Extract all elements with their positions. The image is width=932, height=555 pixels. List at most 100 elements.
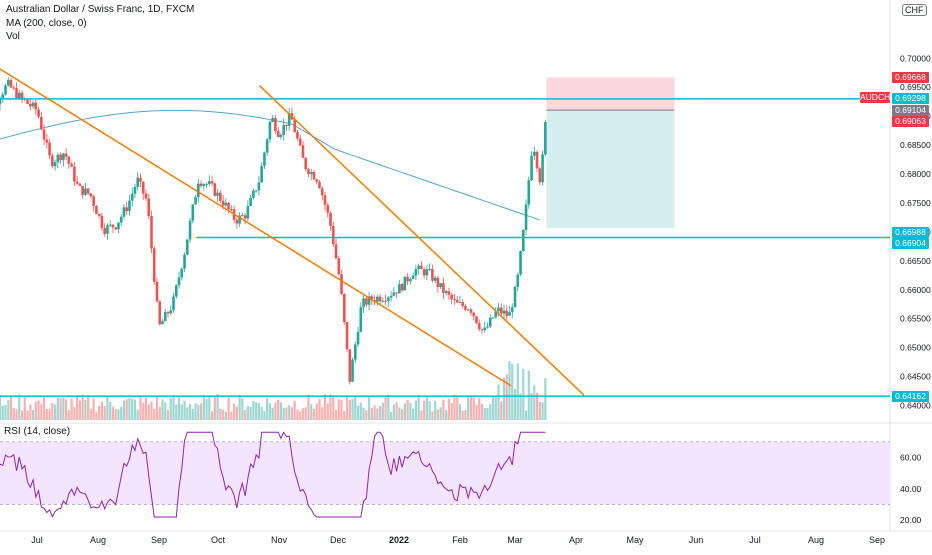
volume-bar: [158, 406, 161, 420]
candle-body: [309, 172, 313, 175]
volume-bar: [321, 407, 324, 420]
candle-body: [447, 291, 451, 295]
volume-bar: [318, 398, 321, 420]
volume-bar: [365, 410, 368, 420]
volume-bar: [100, 401, 104, 420]
volume-bar: [304, 407, 307, 420]
time-tick-label: Aug: [90, 535, 106, 545]
volume-bar: [136, 409, 139, 420]
candle-body: [442, 283, 445, 293]
volume-bar: [147, 404, 150, 420]
candle-body: [353, 344, 357, 360]
candle-body: [535, 151, 539, 169]
candle-body: [243, 215, 247, 219]
candle-body: [202, 184, 206, 187]
volume-bar: [238, 394, 241, 420]
volume-bar: [480, 403, 484, 420]
candle-body: [0, 99, 2, 105]
rsi-tick-label: 40.00: [900, 484, 922, 494]
candle-body: [73, 166, 76, 182]
volume-bar: [453, 394, 456, 420]
volume-bar: [442, 399, 445, 420]
volume-bar: [434, 401, 437, 420]
price-tick-label: 0.68000: [900, 169, 931, 179]
candle-body: [455, 299, 459, 303]
volume-bar: [464, 410, 467, 420]
candle-body: [483, 327, 487, 331]
candle-body: [158, 301, 162, 325]
volume-bar: [271, 407, 274, 420]
volume-bar: [120, 406, 123, 420]
volume-bar: [491, 396, 495, 420]
candle-body: [524, 204, 528, 230]
volume-bar: [332, 395, 335, 420]
ma-legend: MA (200, close, 0): [6, 18, 87, 29]
volume-bar: [191, 408, 194, 420]
candle-body: [155, 281, 159, 302]
rsi-band: [0, 441, 890, 505]
volume-bar: [31, 409, 35, 420]
time-tick-label: Oct: [211, 535, 226, 545]
candle-body: [40, 116, 43, 130]
volume-bar: [461, 410, 464, 420]
candle-body: [111, 224, 115, 228]
rsi-tick-label: 60.00: [900, 452, 922, 462]
candle-body: [70, 163, 73, 167]
volume-bar: [95, 411, 98, 420]
candle-body: [516, 274, 520, 287]
volume-bar: [428, 401, 431, 420]
volume-bar: [326, 403, 329, 420]
volume-bar: [59, 398, 62, 420]
volume-bar: [255, 402, 258, 420]
symbol-price-tag: AUDCHF: [860, 92, 896, 103]
volume-bar: [53, 404, 57, 420]
time-tick-label: Sep: [151, 535, 167, 545]
volume-bar: [166, 410, 170, 420]
candle-body: [238, 215, 241, 224]
volume-bar: [478, 397, 481, 420]
volume-bar: [436, 409, 440, 420]
volume-bar: [205, 398, 208, 420]
volume-bar: [345, 396, 349, 420]
volume-bar: [406, 400, 409, 420]
candle-body: [48, 142, 51, 156]
volume-bar: [516, 363, 519, 420]
time-tick-label: Aug: [808, 535, 824, 545]
candle-body: [331, 225, 335, 245]
trend-line[interactable]: [0, 55, 512, 387]
volume-bar: [508, 361, 511, 420]
volume-bar: [20, 410, 24, 420]
volume-bar: [530, 393, 533, 420]
volume-bar: [65, 399, 68, 420]
trend-line[interactable]: [258, 84, 585, 396]
candle-body: [241, 215, 244, 217]
candle-body: [254, 190, 258, 192]
price-tick-label: 0.66000: [900, 285, 931, 295]
candle-body: [183, 254, 186, 269]
currency-label[interactable]: CHF: [902, 4, 927, 16]
volume-bar: [403, 403, 406, 420]
volume-bar: [144, 397, 148, 420]
candle-body: [411, 275, 415, 279]
candle-body: [86, 188, 90, 194]
volume-bar: [293, 400, 296, 420]
volume-bar: [202, 395, 205, 420]
chart-title: Australian Dollar / Swiss Franc, 1D, FXC…: [6, 4, 195, 15]
candle-body: [444, 291, 448, 293]
candle-body: [216, 192, 219, 196]
candle-body: [541, 154, 544, 183]
candle-body: [197, 183, 200, 198]
candle-body: [436, 277, 440, 287]
candle-body: [433, 277, 437, 281]
price-tick-label: 0.65500: [900, 314, 931, 324]
candle-body: [59, 154, 62, 161]
price-label-tag: 0.69298: [892, 93, 929, 105]
candle-body: [31, 102, 35, 107]
volume-bar: [412, 408, 415, 420]
candle-body: [499, 307, 503, 314]
volume-bar: [76, 395, 79, 420]
candle-body: [497, 307, 500, 312]
volume-bar: [260, 406, 263, 420]
